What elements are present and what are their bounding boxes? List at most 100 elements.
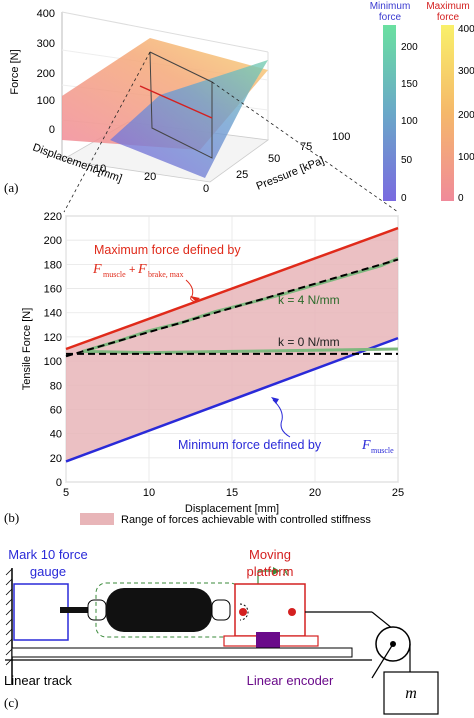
z-tick-label: 100 (37, 95, 55, 107)
x-tick-label: 5 (63, 487, 69, 499)
colorbar-max-title: force (437, 12, 460, 23)
z-axis-label: Force [N] (9, 49, 21, 94)
muscle-end-left (87, 599, 107, 621)
min-annotation-text: Minimum force defined by (178, 438, 322, 452)
colorbar-min-title: force (379, 12, 402, 23)
disp-tick-label: 20 (144, 171, 156, 183)
max-formula-sub1: muscle (103, 270, 126, 279)
colorbar-max-tick: 0 (458, 193, 464, 204)
y-tick-label: 200 (44, 235, 62, 247)
y-tick-label: 20 (50, 453, 62, 465)
pressure-tick-label: 25 (236, 169, 248, 181)
z-tick-label: 400 (37, 8, 55, 20)
platform-label: platform (247, 564, 294, 579)
panel-c-schematic: Mark 10 force gauge x Moving platform m … (4, 547, 439, 715)
pressure-tick-label: 100 (332, 131, 350, 143)
colorbar-min-tick: 100 (401, 116, 418, 127)
encoder-label: Linear encoder (247, 673, 334, 688)
track-label: Linear track (4, 673, 72, 688)
x-tick-label: 15 (226, 487, 238, 499)
min-annotation: Minimum force defined by F muscle (178, 397, 394, 455)
max-annotation: Maximum force defined by F muscle + F br… (92, 243, 241, 303)
z-tick-label: 200 (37, 68, 55, 80)
gauge-shaft (60, 607, 88, 613)
y-tick-label: 40 (50, 429, 62, 441)
max-formula-plus: + (129, 264, 135, 276)
colorbar-min: Minimum force 200 150 100 50 0 (370, 1, 418, 204)
zoom-line-left (63, 51, 151, 213)
legend-swatch (80, 513, 114, 525)
arrow-head (273, 567, 280, 575)
y-tick-label: 120 (44, 332, 62, 344)
gauge-label: gauge (30, 564, 66, 579)
min-formula-sub: muscle (371, 446, 394, 455)
x-tick-label: 10 (143, 487, 155, 499)
x-tick-labels: 5 10 15 20 25 (63, 487, 404, 499)
linear-track (11, 647, 353, 658)
y-tick-label: 80 (50, 380, 62, 392)
colorbar-max-tick: 100 (458, 152, 474, 163)
pulley-support (371, 643, 394, 679)
k4-fit-line (65, 258, 399, 358)
colorbar-max-tick: 200 (458, 110, 474, 121)
legend-text: Range of forces achievable with controll… (121, 514, 371, 526)
x-axis-label: x (282, 563, 289, 578)
y-tick-label: 180 (44, 259, 62, 271)
x-tick-label: 25 (392, 487, 404, 499)
z-tick-label: 0 (49, 124, 55, 136)
colorbar-min-bar (383, 25, 396, 201)
colorbar-min-title: Minimum (370, 1, 411, 12)
y-tick-label: 220 (44, 211, 62, 223)
colorbar-min-tick: 200 (401, 42, 418, 53)
colorbar-max-tick: 300 (458, 66, 474, 77)
min-force-line (65, 336, 399, 463)
y-tick-label: 160 (44, 284, 62, 296)
force-gauge-box (13, 583, 69, 641)
pressure-tick-label: 75 (300, 141, 312, 153)
pin-right (288, 608, 296, 616)
k4-label: k = 4 N/mm (278, 293, 340, 307)
min-annotation-arrow (272, 399, 291, 438)
disp-tick-label: 10 (94, 163, 106, 175)
zoom-line-right (211, 81, 399, 213)
panel-b-chart: 0 20 40 60 80 100 120 140 160 180 200 220 5 10 15 20 25… (21, 211, 404, 515)
pressure-tick-label: 50 (268, 153, 280, 165)
wall-hatch (5, 568, 13, 666)
mass-label: m (405, 685, 417, 702)
max-formula-sub2: brake, max (148, 270, 184, 279)
colorbar-max-title: Maximum (426, 1, 469, 12)
colorbar-min-tick: 150 (401, 79, 418, 90)
y-axis-label: Tensile Force [N] (21, 308, 33, 391)
cable (371, 611, 394, 630)
colorbar-min-tick: 50 (401, 155, 413, 166)
panel-b-label: (b) (4, 510, 19, 525)
mass-block (383, 671, 439, 715)
colorbar-max: Maximum force 400 300 200 100 0 (426, 1, 474, 204)
panel-a-3d-plot: 400 300 200 100 0 Force [N] 10 20 Displa… (9, 8, 399, 213)
max-formula-f1: F (92, 262, 102, 277)
y-tick-label: 100 (44, 356, 62, 368)
k0-measured-line (82, 347, 399, 355)
platform-label: Moving (249, 547, 291, 562)
linear-encoder-block (256, 632, 280, 648)
colorbar-min-tick: 0 (401, 193, 407, 204)
panel-a-label: (a) (4, 180, 18, 195)
arrow-head (190, 296, 200, 302)
min-formula-f: F (361, 438, 371, 453)
pressure-axis-label: Pressure [kPa] (255, 155, 326, 193)
joint-dashed (239, 603, 249, 621)
z-tick-label: 300 (37, 38, 55, 50)
y-tick-label: 140 (44, 308, 62, 320)
arrow-head (271, 397, 279, 404)
x-axis-label: Displacement [mm] (185, 503, 279, 515)
y-tick-labels: 0 20 40 60 80 100 120 140 160 180 200 220 (44, 211, 62, 489)
k0-label: k = 0 N/mm (278, 335, 340, 349)
min-force-surface (110, 60, 268, 178)
gauge-label: Mark 10 force (8, 547, 87, 562)
highlight-box (149, 51, 213, 159)
muscle-end-right (211, 599, 231, 621)
panel-c-label: (c) (4, 695, 18, 710)
max-annotation-text: Maximum force defined by (94, 243, 241, 257)
artificial-muscle (106, 588, 212, 632)
